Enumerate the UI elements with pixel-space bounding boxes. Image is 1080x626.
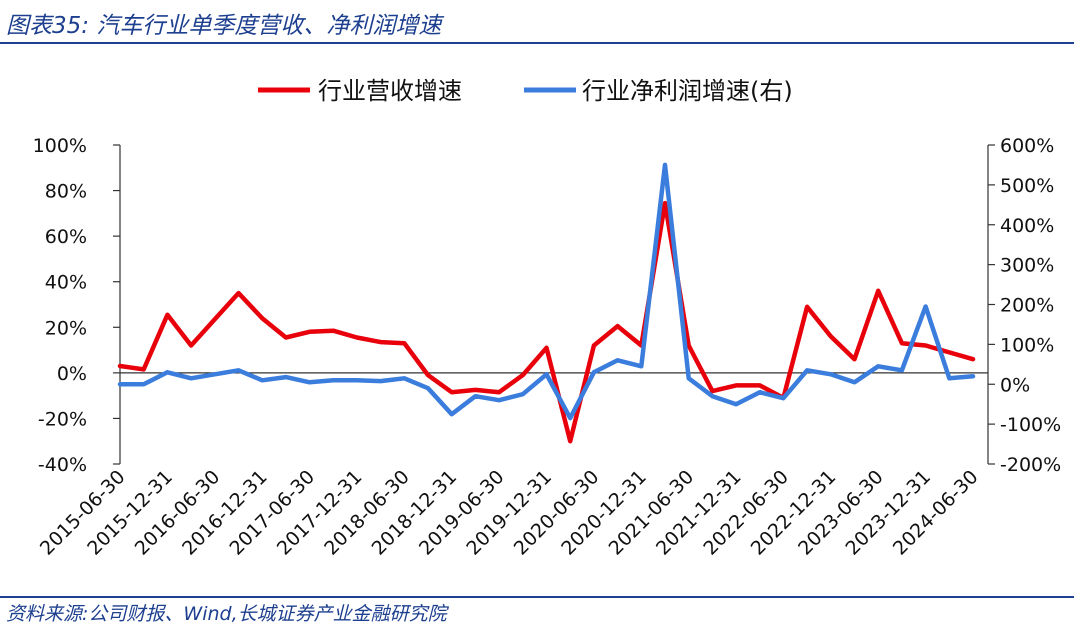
y-right-tick-label: 600% [1000,135,1054,157]
figure-source: 资料来源:公司财报、Wind,长城证券产业金融研究院 [6,603,447,625]
y-right-tick-label: 200% [1000,295,1054,317]
series-line-1 [117,200,976,444]
y-right-tick-label: 100% [1000,334,1054,356]
y-left-tick-label: 80% [45,181,87,203]
y-right-tick-label: -100% [1000,414,1061,436]
y-right-tick-label: 0% [1000,374,1030,396]
y-left-tick-label: 40% [45,272,87,294]
y-left-tick-label: 60% [45,226,87,248]
y-right-tick-label: -200% [1000,454,1061,476]
figure-title: 图表35: 汽车行业单季度营收、净利润增速 [6,13,442,39]
y-left-tick-label: 0% [57,363,87,385]
y-left-tick-label: 20% [45,317,87,339]
y-right-tick-label: 500% [1000,175,1054,197]
y-left-tick-label: -20% [38,408,87,430]
top-divider [0,42,1074,44]
y-left-tick-label: -40% [38,454,87,476]
y-right-tick-label: 300% [1000,255,1054,277]
series-line-2 [117,162,976,421]
legend-label-1: 行业营收增速 [318,77,462,105]
series-lines [117,162,976,444]
legend-label-2: 行业净利润增速(右) [582,77,793,105]
y-left-tick-label: 100% [33,135,87,157]
y-right-tick-label: 400% [1000,215,1054,237]
legend: 行业营收增速 行业净利润增速(右) [258,77,793,105]
bottom-divider [0,596,1074,598]
